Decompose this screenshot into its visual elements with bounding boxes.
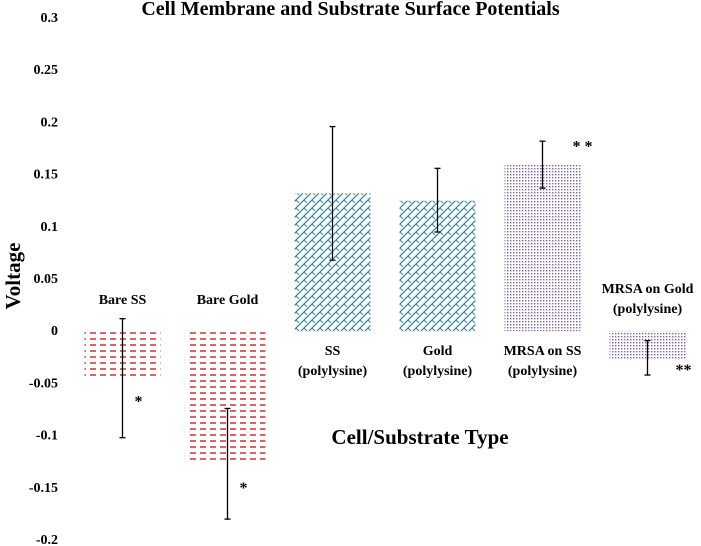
y-tick-label: -0.1 xyxy=(36,429,58,444)
y-tick-label: 0.1 xyxy=(41,220,59,235)
y-tick-label: 0.3 xyxy=(41,11,59,26)
y-tick-label: -0.15 xyxy=(29,481,58,496)
y-tick-label: 0.2 xyxy=(41,115,59,130)
y-tick-label: 0.05 xyxy=(34,272,59,287)
y-tick-label: 0.25 xyxy=(34,63,59,78)
significance-mark: ** xyxy=(676,362,692,379)
y-tick-label: 0.15 xyxy=(34,168,59,183)
bar xyxy=(504,164,581,332)
category-label: Bare Gold xyxy=(197,293,259,308)
y-tick-label: -0.2 xyxy=(36,533,58,546)
category-label: (polylysine) xyxy=(508,364,578,379)
category-label: MRSA on SS xyxy=(504,344,582,359)
y-tick-label: 0 xyxy=(51,324,58,339)
y-tick-label: -0.05 xyxy=(29,376,58,391)
category-label: (polylysine) xyxy=(613,302,683,317)
category-label: MRSA on Gold xyxy=(602,282,694,297)
significance-mark: * xyxy=(135,393,143,410)
category-label: Gold xyxy=(423,344,453,359)
category-label: SS xyxy=(325,344,341,359)
category-label: (polylysine) xyxy=(403,364,473,379)
significance-mark: * xyxy=(240,480,248,497)
significance-mark: * * xyxy=(573,139,593,156)
category-label: (polylysine) xyxy=(298,364,368,379)
category-label: Bare SS xyxy=(99,293,147,308)
x-axis-label: Cell/Substrate Type xyxy=(331,425,509,449)
chart-title: Cell Membrane and Substrate Surface Pote… xyxy=(141,0,560,20)
